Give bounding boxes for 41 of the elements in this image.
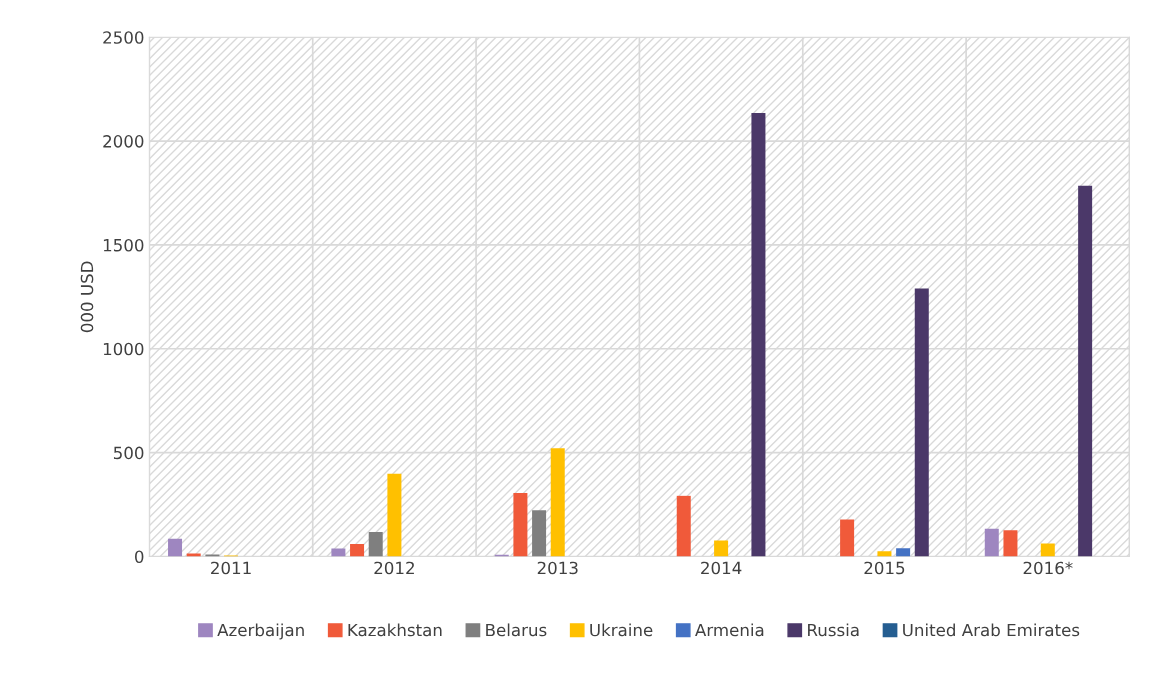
legend-label: Kazakhstan (348, 623, 442, 637)
bar (914, 288, 929, 557)
bar (840, 519, 855, 557)
y-tick-label: 2000 (103, 135, 144, 148)
y-tick-label: 1000 (103, 342, 144, 356)
bar (714, 540, 729, 557)
bar (532, 510, 547, 557)
x-tick-label: 2016* (1023, 561, 1073, 575)
bar (331, 548, 346, 557)
legend-label: Ukraine (590, 623, 653, 637)
bar (387, 473, 402, 557)
y-axis-title: 000 USD (80, 261, 94, 333)
legend-label: Armenia (695, 623, 764, 637)
x-tick-label: 2011 (211, 561, 251, 575)
bar (1040, 543, 1055, 557)
bar (205, 554, 220, 557)
legend-label: United Arab Emirates (903, 623, 1080, 637)
bar (751, 113, 766, 557)
bar (1003, 530, 1018, 557)
x-tick-label: 2013 (537, 561, 578, 575)
y-tick-label: 1500 (103, 238, 144, 252)
legend-label: Russia (808, 623, 859, 637)
x-tick-label: 2015 (864, 561, 905, 575)
bar (676, 495, 691, 557)
bar (550, 448, 565, 557)
bar (350, 544, 365, 557)
legend-label: Belarus (486, 623, 547, 637)
bar (513, 492, 528, 557)
y-tick-label: 0 (135, 550, 144, 564)
x-tick-label: 2014 (701, 561, 742, 575)
bar (368, 531, 383, 557)
bar (896, 548, 911, 557)
y-tick-label: 500 (113, 446, 144, 460)
y-tick-label: 2500 (103, 31, 144, 44)
legend-label: Azerbaijan (217, 623, 304, 640)
x-tick-label: 2012 (374, 561, 414, 575)
bar (877, 551, 892, 557)
bar (186, 553, 201, 557)
bar (168, 538, 183, 557)
bar (1078, 185, 1093, 557)
bar (984, 528, 999, 557)
